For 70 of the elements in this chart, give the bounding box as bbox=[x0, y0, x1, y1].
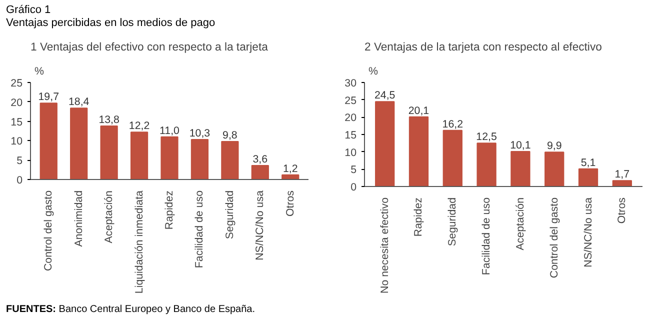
y-axis-title: % bbox=[368, 66, 378, 78]
y-tick-label: 25 bbox=[344, 94, 357, 107]
x-tick-label: Rapidez bbox=[164, 190, 176, 230]
y-tick-label: 10 bbox=[344, 146, 357, 159]
x-tick-label: No necesita efectivo bbox=[378, 197, 391, 294]
x-tick-label: Aceptación bbox=[514, 197, 526, 250]
x-tick-label: Seguridad bbox=[224, 190, 236, 240]
data-label: 16,2 bbox=[442, 118, 464, 130]
data-label: 10,3 bbox=[189, 128, 210, 140]
bar bbox=[510, 150, 530, 186]
x-tick-label: Control del gasto bbox=[42, 190, 55, 272]
bar bbox=[476, 142, 496, 186]
data-label: 3,6 bbox=[252, 154, 268, 166]
x-tick-label: Facilidad de uso bbox=[194, 190, 206, 268]
x-tick-label: Control del gasto bbox=[548, 197, 560, 278]
bar bbox=[442, 130, 462, 186]
data-label: 5,1 bbox=[580, 156, 596, 169]
data-label: 12,5 bbox=[476, 131, 497, 144]
bar bbox=[578, 168, 598, 186]
bar bbox=[612, 180, 632, 186]
bar bbox=[408, 116, 429, 186]
x-tick-label: Facilidad de uso bbox=[480, 197, 493, 276]
chart-title: 1 Ventajas del efectivo con respecto a la tarjeta bbox=[30, 42, 269, 54]
x-tick-label: NS/NC/No usa bbox=[254, 190, 266, 260]
bar bbox=[221, 140, 239, 180]
y-tick-label: 25 bbox=[10, 78, 23, 90]
x-tick-label: Aceptación bbox=[103, 190, 116, 244]
x-tick-label: Anonimidad bbox=[72, 190, 85, 247]
bar bbox=[251, 165, 269, 180]
y-tick-label: 15 bbox=[10, 116, 23, 128]
bar bbox=[130, 132, 148, 180]
bar bbox=[100, 125, 118, 180]
data-label: 9,9 bbox=[546, 140, 562, 152]
data-label: 24,5 bbox=[374, 90, 396, 102]
x-tick-label: Otros bbox=[284, 190, 296, 217]
y-tick-label: 15 bbox=[344, 130, 357, 142]
y-tick-label: 20 bbox=[10, 96, 23, 109]
data-label: 12,2 bbox=[128, 120, 150, 132]
bar bbox=[70, 108, 88, 180]
x-tick-label: Otros bbox=[616, 197, 628, 224]
y-axis-title: % bbox=[34, 66, 44, 78]
y-tick-label: 5 bbox=[350, 164, 357, 176]
data-label: 13,8 bbox=[98, 114, 120, 126]
x-tick-label: Rapidez bbox=[412, 197, 425, 237]
bar bbox=[190, 139, 209, 180]
bar bbox=[375, 101, 395, 186]
data-label: 19,7 bbox=[38, 91, 60, 104]
y-tick-label: 30 bbox=[344, 78, 357, 90]
source-note: FUENTES: Banco Central Europeo y Banco de España. bbox=[6, 303, 256, 317]
bar bbox=[40, 102, 58, 180]
x-tick-label: Seguridad bbox=[446, 197, 459, 246]
data-label: 9,8 bbox=[222, 129, 238, 142]
data-label: 10,1 bbox=[510, 139, 531, 152]
y-tick-label: 10 bbox=[10, 136, 23, 148]
x-tick-label: NS/NC/No usa bbox=[582, 197, 594, 268]
chart-title: 2 Ventajas de la tarjeta con respecto al efectivo bbox=[364, 42, 602, 54]
x-tick-label: Liquidación inmediata bbox=[133, 190, 146, 294]
y-tick-label: 0 bbox=[350, 182, 357, 194]
bar bbox=[160, 136, 178, 180]
data-label: 11,0 bbox=[160, 124, 180, 137]
text: Ventajas percibidas en los medios de pago bbox=[6, 17, 216, 29]
data-label: 1,7 bbox=[614, 168, 630, 181]
data-label: 18,4 bbox=[68, 96, 90, 108]
data-label: 1,2 bbox=[282, 162, 298, 175]
data-label: 20,1 bbox=[408, 104, 430, 117]
y-tick-label: 5 bbox=[16, 155, 23, 168]
text: Gráfico 1 bbox=[6, 4, 51, 16]
y-tick-label: 0 bbox=[16, 174, 23, 186]
bar bbox=[544, 152, 564, 186]
y-tick-label: 20 bbox=[344, 112, 357, 124]
